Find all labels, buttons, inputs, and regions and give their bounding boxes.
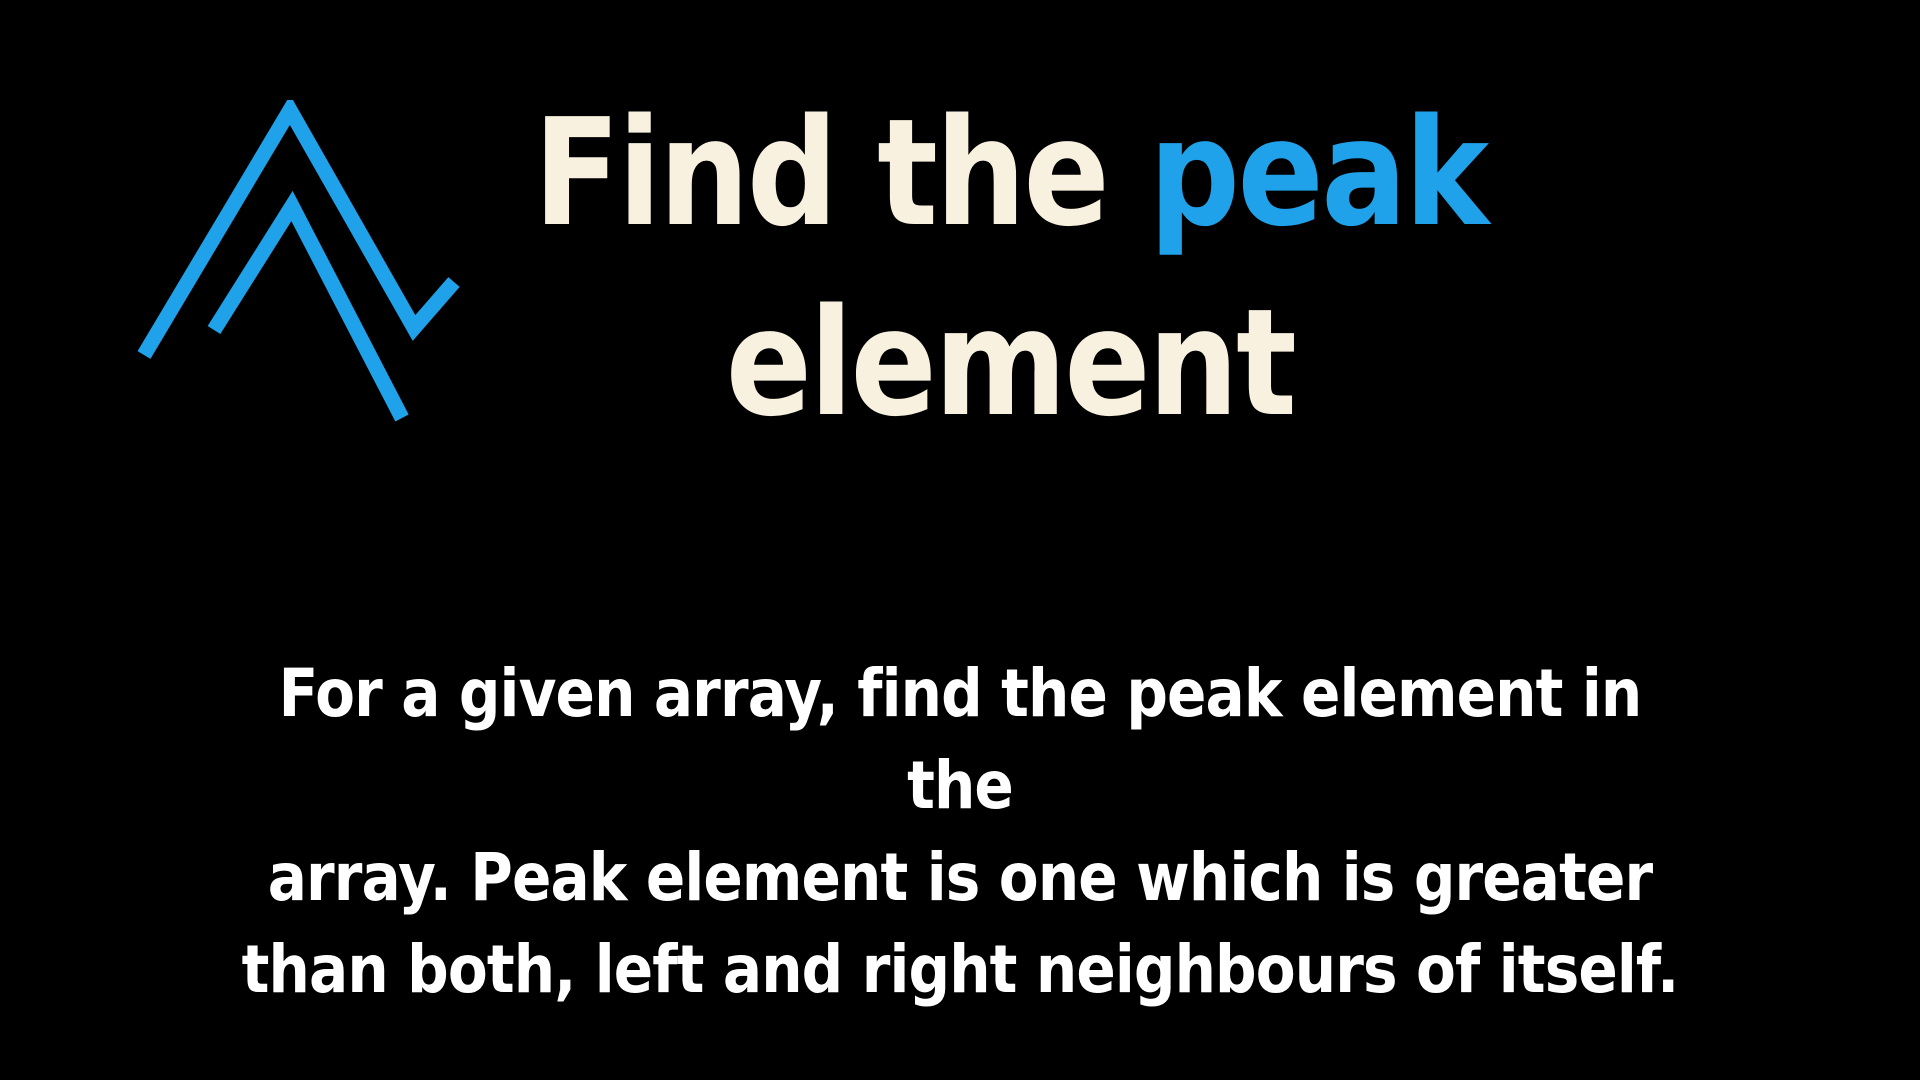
description-line-2: array. Peak element is one which is grea… [267,839,1653,916]
title-text-end: element [725,277,1297,449]
description: For a given array, find the peak element… [221,648,1699,1016]
page-title: Find the peak element [520,78,1500,458]
double-chevron-up-icon [138,100,460,422]
title-highlight: peak [1148,87,1489,259]
description-line-3: than both, left and right neighbours of … [241,931,1680,1008]
title-text-start: Find the [533,87,1149,259]
description-line-1: For a given array, find the peak element… [278,655,1643,824]
